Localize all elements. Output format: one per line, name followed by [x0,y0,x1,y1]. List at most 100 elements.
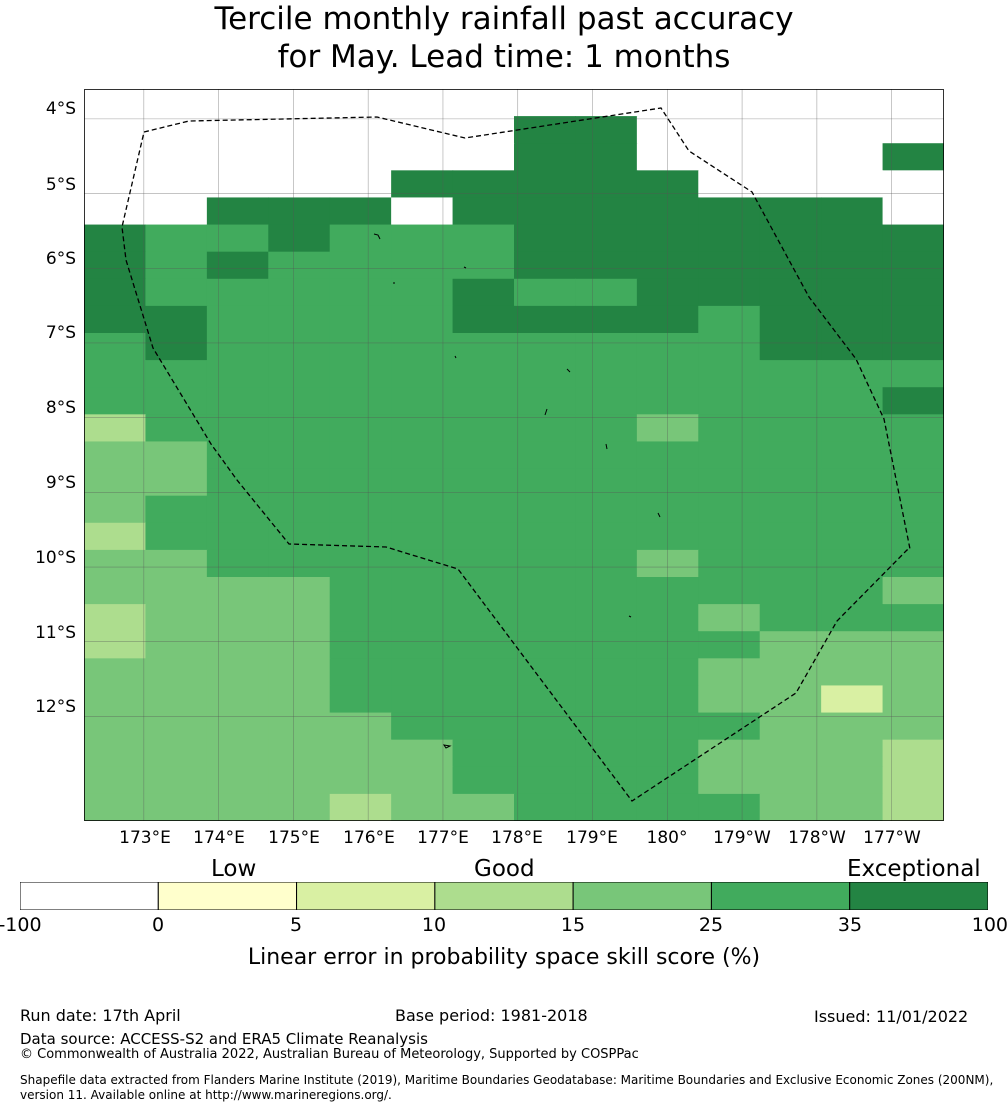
lat-label-9s: 9°S [45,473,76,493]
grid-cell [329,739,392,768]
lat-label-4s: 4°S [45,99,76,119]
grid-cell [759,333,822,361]
grid-cell [882,685,944,714]
grid-cell [206,414,269,443]
grid-cell [84,522,147,551]
grid-cell [514,468,577,497]
island-7 [605,443,608,450]
grid-cell [329,549,392,578]
grid-cell [636,766,699,795]
colorbar-tick-35: 35 [837,914,863,936]
grid-cell [329,441,392,470]
grid-cell [821,441,884,470]
grid-cell [145,89,208,117]
grid-cell [145,305,208,334]
lat-label-7s: 7°S [45,323,76,343]
grid-cell [391,685,454,714]
grid-cell [882,387,944,415]
grid-cell [206,360,269,388]
grid-cell [268,224,331,253]
grid-cell [391,197,454,226]
grid-cell [759,468,822,497]
grid-cell [391,143,454,171]
colorbar-bin [849,882,988,910]
grid-cell [821,170,884,199]
grid-cell [882,441,944,470]
grid-cell [698,577,761,605]
grid-cell [636,305,699,334]
grid-cell [268,197,331,226]
grid-cell [575,712,638,741]
grid-cell [206,604,269,632]
grid-cell [698,143,761,171]
map-panel[interactable] [84,89,944,821]
grid-cell [698,224,761,253]
skill-score-map[interactable] [84,89,944,821]
grid-cell [514,604,577,632]
grid-cell [268,414,331,443]
island-9 [628,615,632,618]
grid-cell [84,360,147,388]
grid-cell [391,414,454,443]
grid-cell [391,333,454,361]
grid-cell [329,197,392,226]
grid-cell [452,766,515,795]
grid-cell [145,577,208,605]
grid-cell [268,766,331,795]
grid-cell [759,305,822,334]
grid-cell [206,441,269,470]
lon-label-179w: 179°W [713,828,771,848]
grid-cell [329,251,392,280]
grid-cell [145,170,208,199]
grid-cell [452,549,515,578]
colorbar [20,882,988,910]
grid-cell [575,685,638,714]
grid-cell [84,333,147,361]
grid-cell [391,766,454,795]
grid-cell [145,604,208,632]
grid-cell [575,116,638,144]
lon-label-175e: 175°E [268,828,320,848]
grid-cell [821,197,884,226]
grid-cell [882,116,944,144]
grid-cell [821,278,884,307]
grid-cell [636,116,699,144]
grid-cell [698,360,761,388]
grid-cell [84,197,147,226]
grid-cell [391,170,454,199]
grid-cell [698,251,761,280]
grid-cell [452,116,515,144]
grid-cell [452,414,515,443]
grid-cell [145,333,208,361]
grid-cell [636,170,699,199]
grid-cell [391,387,454,415]
grid-cell [391,89,454,117]
grid-cell [329,766,392,795]
grid-cell [145,495,208,524]
grid-cell [636,631,699,659]
grid-cell [206,658,269,687]
grid-cell [206,89,269,117]
grid-cell [882,333,944,361]
grid-cell [821,116,884,144]
grid-cell [636,739,699,768]
grid-cell [391,495,454,524]
grid-cell [882,739,944,768]
islands [373,233,661,749]
grid-cell [759,766,822,795]
lon-label-173e: 173°E [119,828,171,848]
grid-cell [268,495,331,524]
lon-label-176e: 176°E [343,828,395,848]
grid-cell [268,793,331,821]
lat-label-8s: 8°S [45,398,76,418]
grid-cell [821,549,884,578]
grid-cell [145,766,208,795]
grid-cell [145,197,208,226]
grid-cell [575,522,638,551]
grid-cell [636,224,699,253]
island-5 [566,368,571,373]
grid-cell [821,305,884,334]
island-8 [657,512,661,518]
lon-label-180: 180° [646,828,688,848]
colorbar-bin [296,882,436,910]
